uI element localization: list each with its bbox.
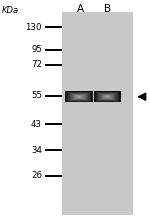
Bar: [70, 93, 88, 101]
Bar: [95, 92, 119, 102]
Bar: [75, 95, 83, 99]
Bar: [107, 96, 108, 97]
Bar: [76, 95, 82, 98]
Bar: [65, 91, 93, 102]
Bar: [99, 93, 115, 100]
Bar: [79, 96, 80, 97]
Bar: [69, 93, 89, 101]
Bar: [105, 95, 110, 98]
Bar: [77, 96, 81, 98]
Bar: [67, 92, 91, 101]
Bar: [68, 92, 90, 101]
Bar: [67, 92, 91, 102]
Bar: [101, 94, 113, 99]
Bar: [70, 93, 88, 100]
Bar: [71, 94, 87, 100]
Bar: [100, 94, 114, 100]
Bar: [102, 95, 112, 99]
Bar: [94, 91, 120, 102]
Bar: [101, 94, 114, 99]
Bar: [73, 94, 85, 99]
Bar: [106, 96, 108, 97]
Bar: [97, 93, 118, 101]
Bar: [98, 93, 116, 101]
Bar: [77, 96, 81, 98]
Text: 43: 43: [31, 120, 42, 129]
Bar: [70, 93, 88, 100]
Text: B: B: [104, 4, 112, 14]
Bar: [62, 12, 133, 215]
Bar: [66, 92, 92, 102]
Bar: [98, 93, 117, 101]
Bar: [96, 92, 118, 101]
Bar: [96, 92, 119, 102]
Bar: [104, 95, 111, 99]
Text: 26: 26: [31, 171, 42, 180]
Bar: [103, 95, 111, 99]
Bar: [106, 96, 109, 98]
Bar: [78, 96, 81, 98]
Bar: [72, 94, 86, 99]
Bar: [94, 91, 121, 102]
Bar: [104, 95, 110, 98]
Bar: [95, 92, 120, 102]
Bar: [100, 94, 114, 100]
Bar: [69, 93, 90, 101]
Bar: [74, 95, 84, 99]
Text: 34: 34: [31, 146, 42, 155]
Text: 72: 72: [31, 60, 42, 69]
Bar: [68, 93, 90, 101]
Text: A: A: [77, 4, 84, 14]
Text: KDa: KDa: [2, 6, 19, 15]
Bar: [97, 93, 117, 101]
Bar: [96, 92, 118, 101]
Bar: [105, 96, 109, 98]
Bar: [102, 94, 113, 99]
Bar: [74, 95, 84, 99]
Text: 95: 95: [31, 45, 42, 54]
Bar: [105, 96, 110, 98]
Bar: [78, 96, 80, 97]
Bar: [71, 93, 87, 100]
Bar: [76, 95, 82, 98]
Bar: [66, 92, 92, 102]
Bar: [65, 91, 93, 102]
Text: 55: 55: [31, 91, 42, 100]
Text: 130: 130: [26, 23, 42, 32]
Bar: [103, 95, 112, 99]
Bar: [99, 93, 116, 100]
Bar: [75, 95, 83, 99]
Bar: [100, 93, 115, 100]
Bar: [73, 94, 85, 99]
Bar: [72, 94, 86, 100]
